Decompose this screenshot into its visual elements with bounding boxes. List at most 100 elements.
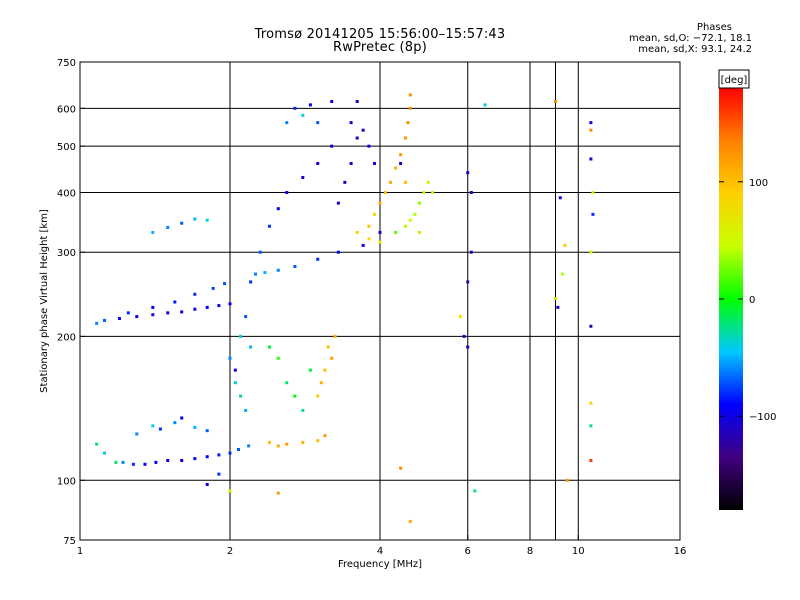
data-point [249,345,253,349]
data-point [239,334,243,338]
data-point [367,144,371,148]
data-point [378,240,382,244]
data-point [180,416,184,420]
data-point [343,180,347,184]
data-point [233,381,237,385]
data-point [276,491,280,495]
data-point [336,250,340,254]
data-point [143,462,147,466]
data-point [244,315,248,319]
x-axis-label: Frequency [MHz] [338,559,422,570]
data-point [406,121,410,125]
data-point [563,243,567,247]
data-point [316,439,320,443]
scatter-points [95,93,595,523]
data-point [361,128,365,132]
data-point [403,224,407,228]
y-tick-label: 75 [63,536,76,547]
data-point [211,286,215,290]
data-point [293,394,297,398]
data-point [285,121,289,125]
data-point [276,444,280,448]
data-point [217,453,221,457]
data-point [151,230,155,234]
data-point [556,305,560,309]
data-point [394,230,398,234]
data-point [316,257,320,261]
data-point [158,427,162,431]
x-tick-label: 6 [465,546,471,557]
data-point [263,271,267,275]
colorbar-unit-label: [deg] [721,75,748,86]
y-axis-label: Stationary phase Virtual Height [km] [39,209,50,393]
data-point [228,489,232,493]
data-point [399,161,403,165]
data-point [422,190,426,194]
data-point [330,356,334,360]
grid [80,62,680,540]
data-point [151,424,155,428]
axes: 1 2 4 6 8 10 16 75 100 200 300 400 500 600 750 [57,58,686,557]
data-point [193,292,197,296]
data-point [431,190,435,194]
data-point [483,103,487,107]
data-point [193,457,197,461]
x-tick-label: 1 [77,546,83,557]
data-point [301,408,305,412]
data-point [589,458,593,462]
phase-stats-x-mode: mean, sd,X: 93.1, 24.2 [638,44,752,55]
data-point [565,478,569,482]
x-tick-label: 2 [227,546,233,557]
chart-subtitle: RwPretec (8p) [333,40,427,55]
data-point [236,447,240,451]
colorbar-tick-label: −100 [749,412,776,423]
data-point [293,265,297,269]
colorbar-tick-label: 0 [749,295,755,306]
data-point [378,230,382,234]
data-point [394,166,398,170]
data-point [301,175,305,179]
data-point [205,218,209,222]
data-point [166,225,170,229]
data-point [589,157,593,161]
data-point [267,440,271,444]
data-point [205,305,209,309]
data-point [233,368,237,372]
y-tick-label: 600 [57,104,76,115]
data-point [316,394,320,398]
data-point [389,180,393,184]
data-point [466,171,470,175]
data-point [367,224,371,228]
data-point [591,212,595,216]
data-point [323,368,327,372]
data-point [553,100,557,104]
data-point [244,408,248,412]
data-point [205,455,209,459]
y-tick-label: 750 [57,58,76,69]
data-point [151,305,155,309]
data-point [591,190,595,194]
data-point [589,128,593,132]
data-point [121,460,125,464]
data-point [589,324,593,328]
data-point [103,451,107,455]
data-point [462,334,466,338]
data-point [193,307,197,311]
data-point [561,272,565,276]
y-tick-label: 100 [57,476,76,487]
data-point [193,217,197,221]
data-point [316,161,320,165]
data-point [117,316,121,320]
data-point [95,442,99,446]
data-point [308,103,312,107]
data-point [336,201,340,205]
data-point [330,100,334,104]
data-point [301,440,305,444]
data-point [408,218,412,222]
data-point [173,300,177,304]
data-point [180,221,184,225]
data-point [154,460,158,464]
data-point [589,401,593,405]
data-point [473,489,477,493]
